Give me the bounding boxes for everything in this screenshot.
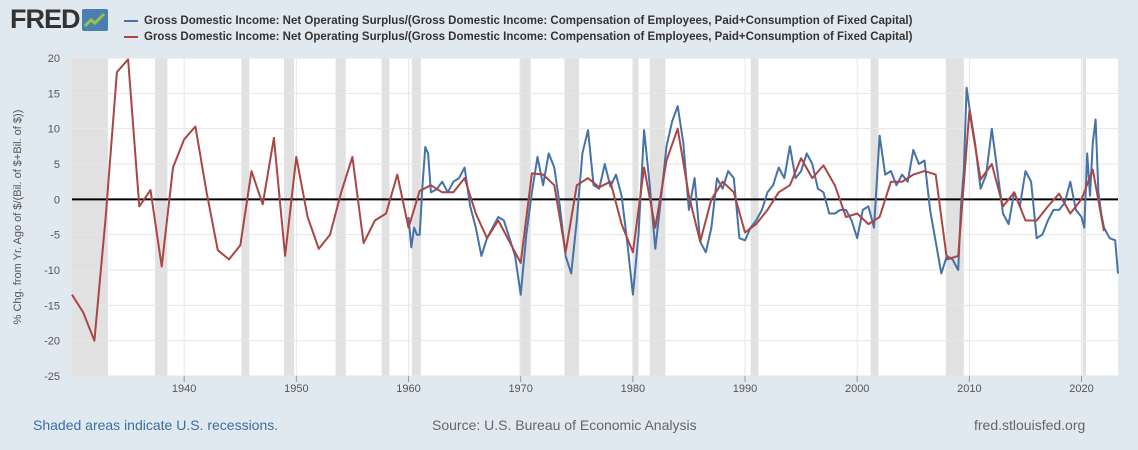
y-tick-label: -5 — [50, 230, 60, 242]
x-tick-label: 2020 — [1069, 383, 1093, 395]
y-tick-label: 0 — [54, 194, 60, 206]
legend-item-annual[interactable]: Gross Domestic Income: Net Operating Sur… — [124, 29, 912, 45]
recession-band — [381, 58, 390, 376]
x-tick-label: 1970 — [508, 383, 532, 395]
recession-band — [632, 58, 639, 376]
recession-band — [155, 58, 168, 376]
x-tick-label: 2000 — [845, 383, 869, 395]
y-tick-label: 20 — [48, 53, 60, 65]
y-tick-label: 5 — [54, 159, 60, 171]
x-tick-label: 1960 — [396, 383, 420, 395]
x-tick-label: 1950 — [284, 383, 308, 395]
y-tick-label: -20 — [44, 336, 60, 348]
y-axis-ticks: 20 15 10 5 0 -5 -10 -15 -20 -25 — [44, 53, 60, 383]
legend-label-quarterly: Gross Domestic Income: Net Operating Sur… — [144, 15, 913, 27]
series-line-annual[interactable] — [71, 58, 1105, 342]
recession-band — [519, 58, 531, 376]
y-tick-label: 10 — [48, 124, 60, 136]
y-axis-label: % Chg. from Yr. Ago of $/(Bil. of $+Bil.… — [12, 110, 24, 325]
recession-note[interactable]: Shaded areas indicate U.S. recessions. — [33, 417, 279, 433]
x-tick-label: 1940 — [172, 383, 196, 395]
line-chart-icon — [81, 8, 108, 31]
x-tick-label: 2010 — [957, 383, 981, 395]
fred-logo-text: FRED — [10, 4, 80, 34]
recession-band — [411, 58, 421, 376]
chart-header: FRED Gross Domestic Income: Net Operatin… — [0, 0, 1138, 50]
legend-label-annual: Gross Domestic Income: Net Operating Sur… — [144, 31, 913, 43]
legend-swatch-quarterly — [124, 20, 138, 22]
recession-band — [750, 58, 759, 376]
recession-band — [72, 58, 108, 376]
y-tick-label: -25 — [44, 371, 60, 383]
y-tick-label: -10 — [44, 265, 60, 277]
recession-band — [945, 58, 964, 376]
x-tick-label: 1980 — [621, 383, 645, 395]
fred-logo[interactable]: FRED — [10, 4, 108, 35]
series-lines — [71, 58, 1119, 342]
source-text: Source: U.S. Bureau of Economic Analysis — [432, 417, 697, 433]
site-link[interactable]: fred.stlouisfed.org — [974, 417, 1086, 433]
y-tick-label: -15 — [44, 300, 60, 312]
x-tick-label: 1990 — [733, 383, 757, 395]
y-tick-label: 15 — [48, 88, 60, 100]
legend-swatch-annual — [124, 36, 138, 38]
x-axis-ticks: 1940 1950 1960 1970 1980 1990 2000 2010 2020 — [172, 376, 1094, 395]
legend-item-quarterly[interactable]: Gross Domestic Income: Net Operating Sur… — [124, 13, 912, 29]
recession-band — [335, 58, 346, 376]
chart-legend: Gross Domestic Income: Net Operating Sur… — [124, 13, 912, 45]
